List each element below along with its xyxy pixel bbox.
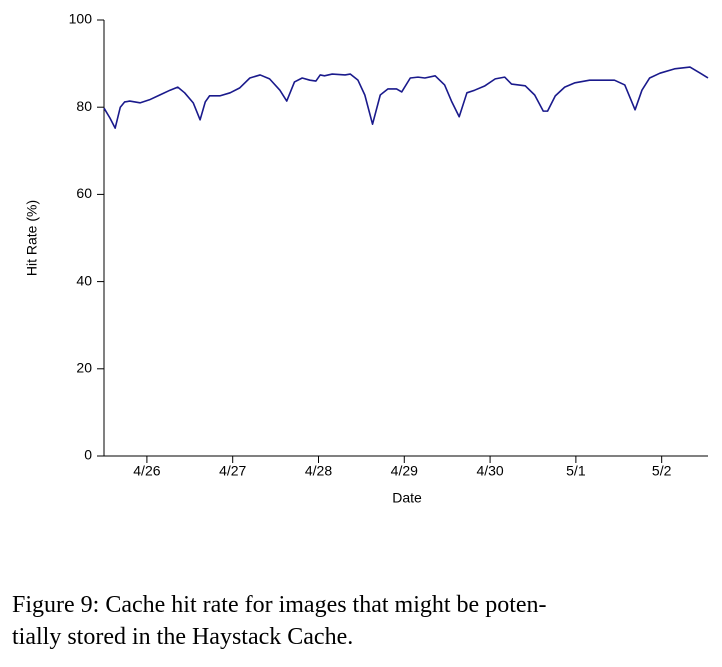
y-tick-label: 40 — [76, 272, 92, 288]
data-line — [103, 66, 709, 129]
y-tick-label: 0 — [84, 447, 92, 463]
y-tick-label: 20 — [76, 360, 92, 376]
x-tick-label: 4/30 — [476, 463, 503, 479]
x-tick-label: 4/27 — [219, 463, 246, 479]
x-tick-label: 4/26 — [133, 463, 160, 479]
x-tick-label: 4/28 — [305, 463, 332, 479]
y-tick-label: 100 — [69, 11, 93, 27]
caption: Figure 9: Cache hit rate for images that… — [12, 592, 547, 618]
x-tick-label: 4/29 — [391, 463, 418, 479]
x-axis-label: Date — [392, 490, 422, 506]
y-axis-label: Hit Rate (%) — [24, 200, 40, 276]
y-tick-label: 60 — [76, 185, 92, 201]
caption: tially stored in the Haystack Cache. — [12, 624, 353, 650]
x-tick-label: 5/2 — [652, 463, 672, 479]
y-tick-label: 80 — [76, 98, 92, 114]
x-tick-label: 5/1 — [566, 463, 586, 479]
